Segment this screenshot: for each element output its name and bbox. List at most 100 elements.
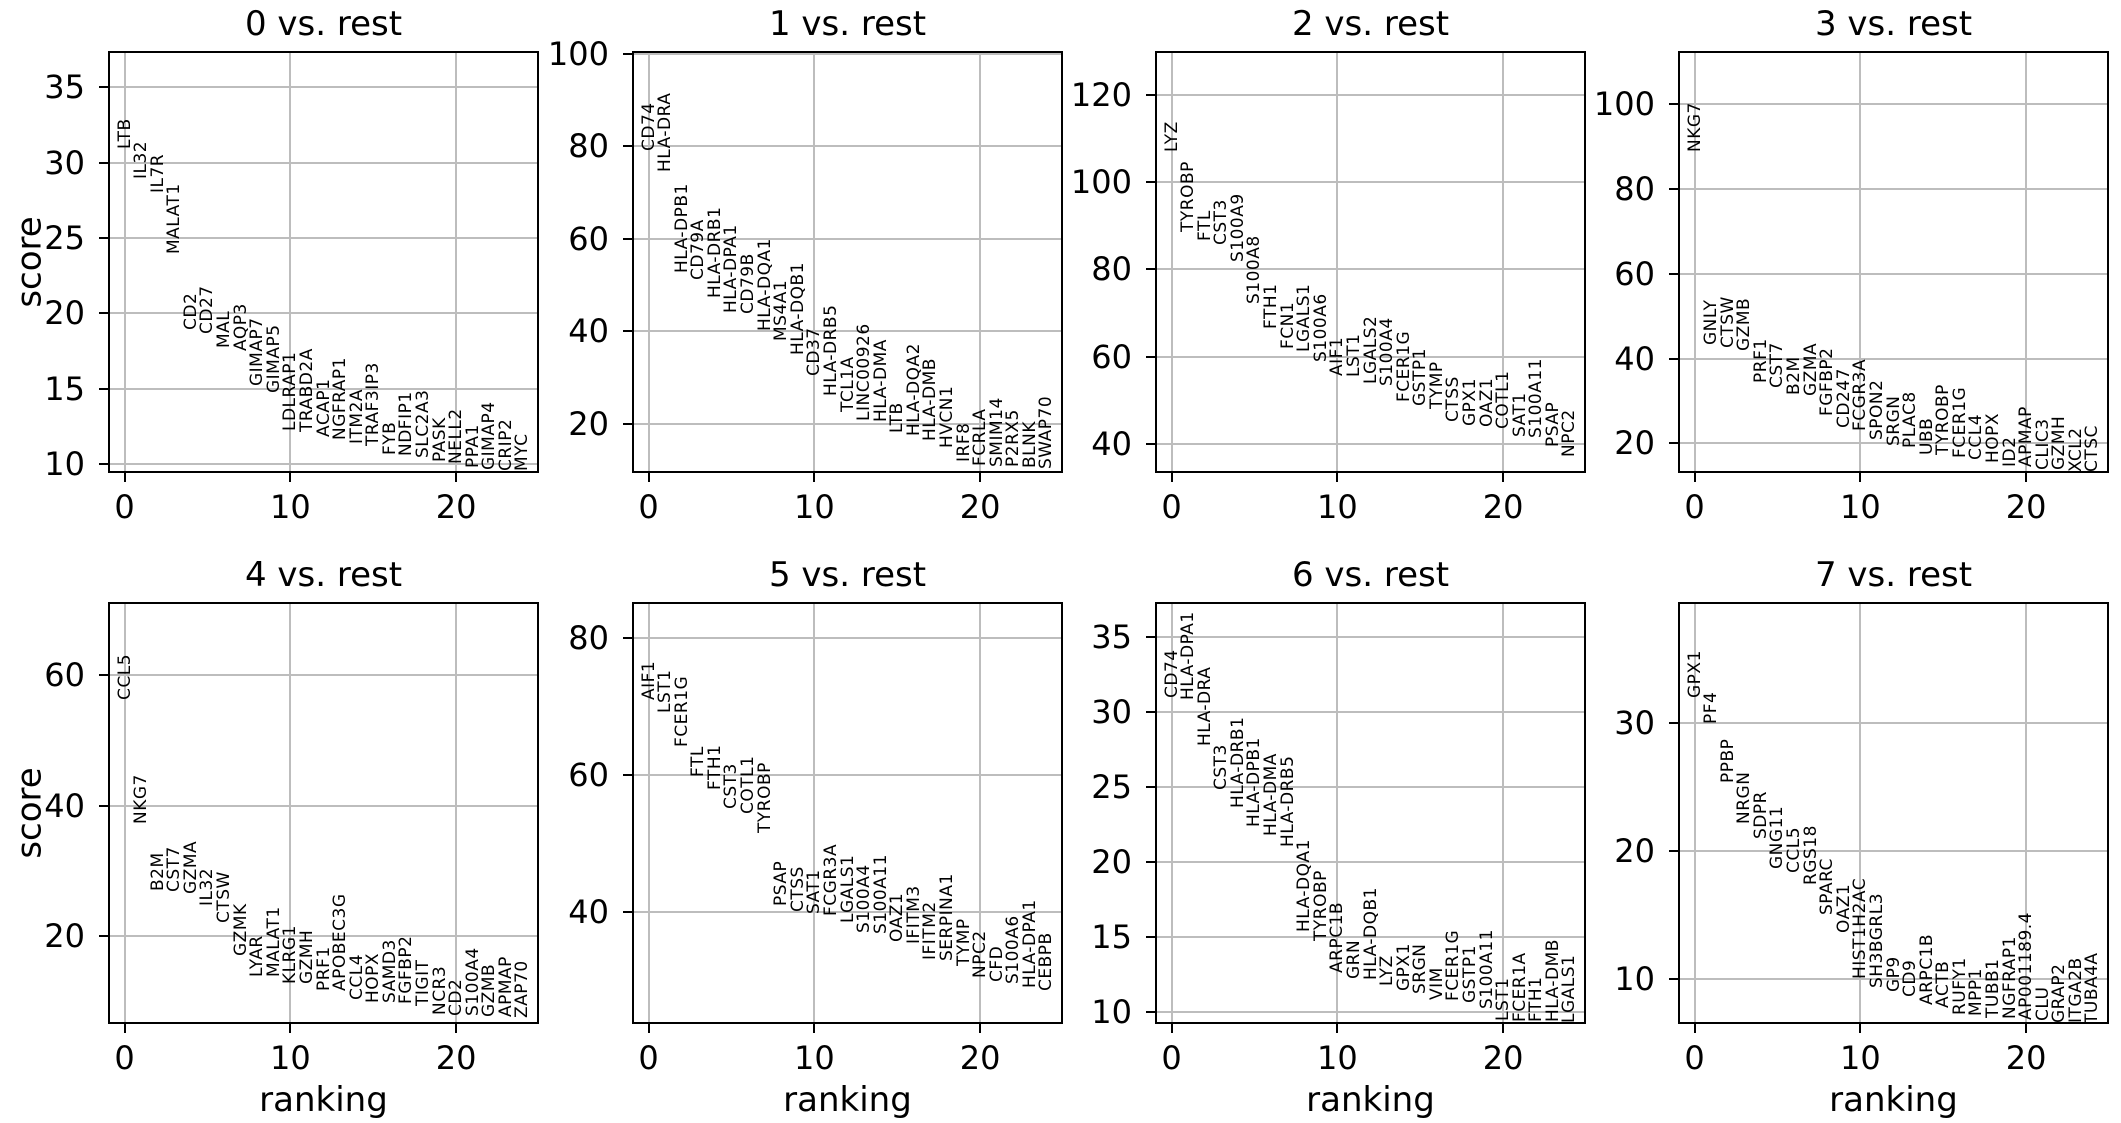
gene-label: HLA-DRA: [655, 92, 676, 172]
y-axis-tick: [99, 387, 108, 390]
subplot-panel-0: 0 vs. rest LTB IL32 IL7R MALAT1 CD2 CD27 MAL AQP…: [44, 4, 539, 526]
axes-area: CD74 HLA-DRA HLA-DPB1 CD79A HLA-DRB1 HLA-DPA1…: [632, 51, 1063, 473]
y-tick-label: 20: [44, 916, 85, 955]
gridline-horizontal: [108, 934, 539, 937]
panel-title: 0 vs. rest: [244, 4, 403, 44]
gridline-vertical: [2025, 51, 2028, 473]
y-axis-tick: [1146, 268, 1155, 271]
x-axis-tick: [813, 473, 816, 482]
x-axis-tick: [2025, 1024, 2028, 1033]
y-tick-label: 60: [44, 656, 85, 695]
x-axis-tick: [123, 473, 126, 482]
y-axis-tick: [1146, 355, 1155, 358]
gridline-vertical: [289, 51, 292, 473]
y-tick-label: 40: [1614, 339, 1655, 378]
gridline-horizontal: [1155, 785, 1586, 788]
y-axis-tick: [99, 161, 108, 164]
x-tick-label: 0: [638, 1039, 659, 1077]
panel-title: 5 vs. rest: [768, 555, 927, 595]
gridline-vertical: [1336, 602, 1339, 1024]
y-tick-label: 80: [1614, 170, 1655, 209]
y-tick-label: 20: [44, 294, 85, 333]
y-tick-label: 80: [568, 618, 609, 657]
x-tick-label: 0: [1161, 1039, 1182, 1077]
x-tick-label: 20: [959, 488, 1001, 526]
gene-label: TYROBP: [754, 761, 775, 833]
y-tick-label: 10: [1091, 992, 1132, 1031]
y-axis-label: score: [8, 602, 52, 1024]
panel-title: 2 vs. rest: [1291, 4, 1450, 44]
x-axis-tick: [1170, 1024, 1173, 1033]
y-axis-tick: [623, 422, 632, 425]
y-axis-tick: [99, 86, 108, 89]
y-axis-tick: [1146, 635, 1155, 638]
gene-label: HLA-DRA: [1194, 666, 1215, 747]
gridline-vertical: [647, 51, 650, 473]
y-tick-label: 20: [1091, 842, 1132, 881]
gridline-vertical: [1693, 51, 1696, 473]
gridline-vertical: [1170, 51, 1173, 473]
gene-label: CCL5: [114, 654, 135, 701]
x-axis-tick: [1336, 473, 1339, 482]
gridline-horizontal: [632, 237, 1063, 240]
x-axis-tick: [1859, 1024, 1862, 1033]
gridline-horizontal: [108, 462, 539, 465]
axes-area: CCL5 NKG7 B2M CST7 GZMA IL32 CTSW GZMK LYAR MALAT…: [108, 602, 539, 1024]
gridline-vertical: [1859, 51, 1862, 473]
gridline-horizontal: [632, 422, 1063, 425]
gridline-horizontal: [1155, 93, 1586, 96]
x-axis-label: ranking: [1829, 1080, 1958, 1120]
y-tick-label: 30: [44, 143, 85, 182]
gridline-horizontal: [108, 86, 539, 89]
gene-label: ZAP70: [512, 960, 533, 1019]
x-axis-tick: [1502, 1024, 1505, 1033]
y-axis-tick: [1669, 849, 1678, 852]
x-tick-label: 10: [269, 1039, 311, 1077]
x-tick-label: 10: [1316, 1039, 1358, 1077]
y-tick-label: 10: [44, 444, 85, 483]
x-axis-label: ranking: [259, 1080, 388, 1120]
subplot-panel-3: 3 vs. rest NKG7 GNLY CTSW GZMB PRF1 CST7 B2M GZM…: [1594, 4, 2109, 526]
panel-title: 4 vs. rest: [244, 555, 403, 595]
subplot-panel-1: 1 vs. rest CD74 HLA-DRA HLA-DPB1 CD79A HLA-DR…: [548, 4, 1063, 526]
y-tick-label: 35: [1091, 617, 1132, 656]
x-axis-tick: [813, 1024, 816, 1033]
y-axis-tick: [99, 462, 108, 465]
y-tick-label: 60: [568, 219, 609, 258]
y-tick-label: 80: [568, 127, 609, 166]
y-tick-label: 40: [1091, 425, 1132, 464]
y-axis-tick: [623, 773, 632, 776]
gridline-horizontal: [632, 52, 1063, 55]
y-axis-tick: [1146, 1010, 1155, 1013]
x-axis-label: ranking: [783, 1080, 912, 1120]
gridline-vertical: [1170, 602, 1173, 1024]
y-axis-tick: [99, 674, 108, 677]
x-tick-label: 20: [435, 1039, 477, 1077]
x-tick-label: 0: [114, 488, 135, 526]
gridline-horizontal: [1678, 188, 2109, 191]
axes-area: GPX1 PF4 PPBP NRGN SDPR GNG11 CCL5 RGS18 SPARC OA…: [1678, 602, 2109, 1024]
y-axis-tick: [99, 804, 108, 807]
y-axis-tick: [623, 636, 632, 639]
y-axis-tick: [1146, 443, 1155, 446]
gridline-horizontal: [632, 636, 1063, 639]
x-tick-label: 20: [435, 488, 477, 526]
y-tick-label: 15: [44, 369, 85, 408]
gridline-horizontal: [1678, 442, 2109, 445]
gridline-horizontal: [108, 804, 539, 807]
y-axis-tick: [1669, 721, 1678, 724]
y-axis-tick: [1669, 103, 1678, 106]
x-axis-tick: [1693, 473, 1696, 482]
subplot-panel-6: 6 vs. rest CD74 HLA-DPA1 HLA-DRA CST3 HLA-DRB…: [1091, 555, 1586, 1077]
x-tick-label: 10: [1839, 488, 1881, 526]
y-tick-label: 80: [1091, 250, 1132, 289]
gridline-horizontal: [1678, 103, 2109, 106]
y-tick-label: 15: [1091, 917, 1132, 956]
y-tick-label: 60: [1091, 337, 1132, 376]
gridline-horizontal: [108, 236, 539, 239]
y-tick-label: 20: [1614, 424, 1655, 463]
gene-label: PF4: [1701, 691, 1722, 724]
x-axis-tick: [647, 473, 650, 482]
x-tick-label: 10: [793, 488, 835, 526]
